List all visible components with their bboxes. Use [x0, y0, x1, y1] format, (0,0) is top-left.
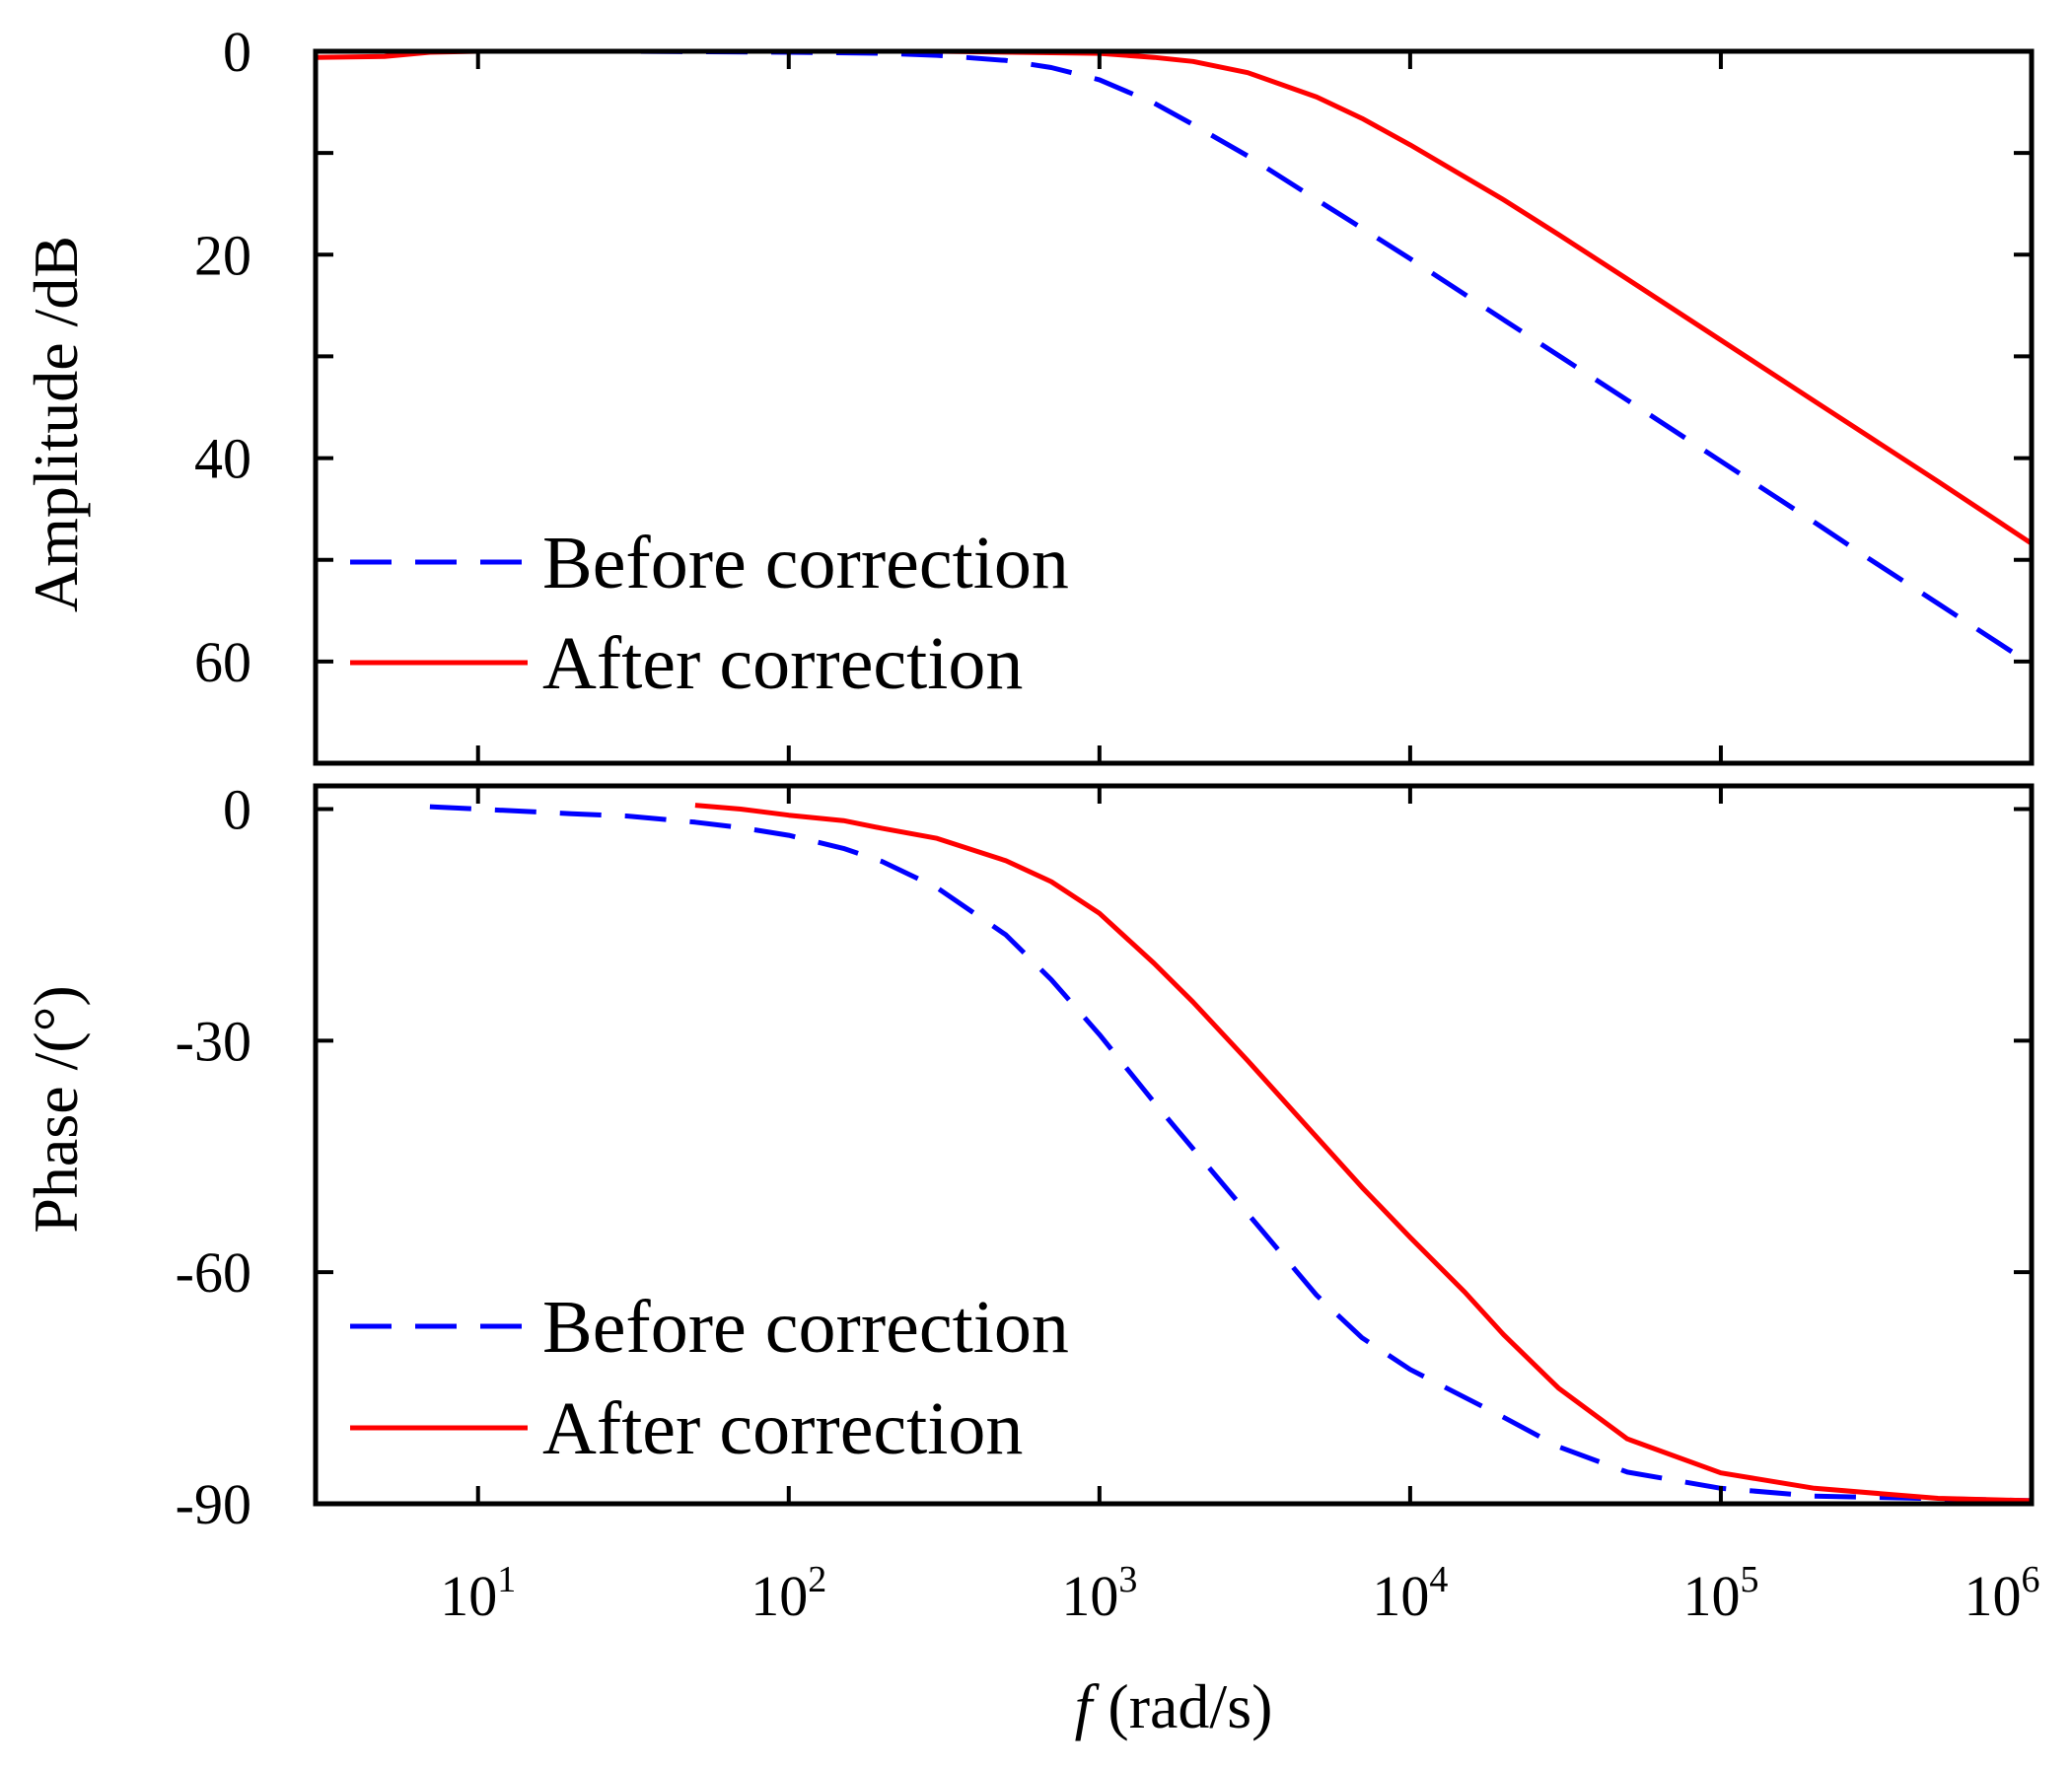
x-tick-label-base: 10 — [750, 1564, 808, 1628]
x-tick-label: 102 — [750, 1559, 826, 1628]
amplitude-y-axis-title: Amplitude /dB — [21, 236, 91, 612]
x-tick-label: 106 — [1965, 1559, 2040, 1628]
x-tick-label-exponent: 2 — [808, 1559, 826, 1600]
phase-plot-frame — [313, 783, 2035, 1507]
x-tick-label-base: 10 — [1061, 1564, 1118, 1628]
phase-y-tick-label: 0 — [223, 777, 251, 841]
amplitude-y-tick-label: 40 — [194, 427, 251, 491]
amplitude-legend-before-correction-label: Before correction — [542, 522, 1069, 604]
amplitude-plot-frame — [313, 48, 2035, 766]
x-tick-label-exponent: 1 — [497, 1559, 516, 1600]
phase-y-axis-title: Phase /(°) — [21, 985, 91, 1233]
phase-y-tick-label: -30 — [176, 1009, 251, 1073]
x-axis-title: f (rad/s) — [1075, 1671, 1273, 1741]
phase-y-tick-label: -90 — [176, 1472, 251, 1536]
x-axis-unit: (rad/s) — [1092, 1671, 1272, 1741]
phase-y-tick-label: -60 — [176, 1240, 251, 1305]
x-tick-label-base: 10 — [1965, 1564, 2022, 1628]
x-tick-label-exponent: 5 — [1740, 1559, 1758, 1600]
x-tick-label: 103 — [1061, 1559, 1137, 1628]
amplitude-y-tick-label: 20 — [194, 223, 251, 287]
x-tick-label-base: 10 — [1372, 1564, 1429, 1628]
amplitude-y-tick-label: 0 — [223, 20, 251, 84]
x-tick-label-exponent: 3 — [1118, 1559, 1137, 1600]
phase-legend-before-correction-label: Before correction — [542, 1286, 1069, 1369]
phase-legend-after-correction-label: After correction — [542, 1387, 1023, 1470]
phase-panel: 0 -30 -60 -90 Phase /(°) Before correction Aft… — [21, 777, 2035, 1536]
amplitude-legend-after-correction-label: After correction — [542, 622, 1023, 705]
x-tick-label-exponent: 4 — [1429, 1559, 1448, 1600]
x-tick-label-base: 10 — [440, 1564, 497, 1628]
phase-series-after-correction-line — [694, 803, 2032, 1504]
x-tick-label-base: 10 — [1682, 1564, 1740, 1628]
x-tick-label-exponent: 6 — [2022, 1559, 2040, 1600]
amplitude-y-tick-label: 60 — [194, 630, 251, 694]
x-tick-label: 101 — [440, 1559, 516, 1628]
amplitude-series-after-correction-line — [316, 51, 2032, 546]
x-tick-label: 105 — [1682, 1559, 1758, 1628]
phase-series-before-correction-line — [429, 804, 2032, 1504]
amplitude-panel: 0 20 40 60 Amplitude /dB Before correction Aft… — [21, 20, 2035, 766]
x-tick-label: 104 — [1372, 1559, 1448, 1628]
